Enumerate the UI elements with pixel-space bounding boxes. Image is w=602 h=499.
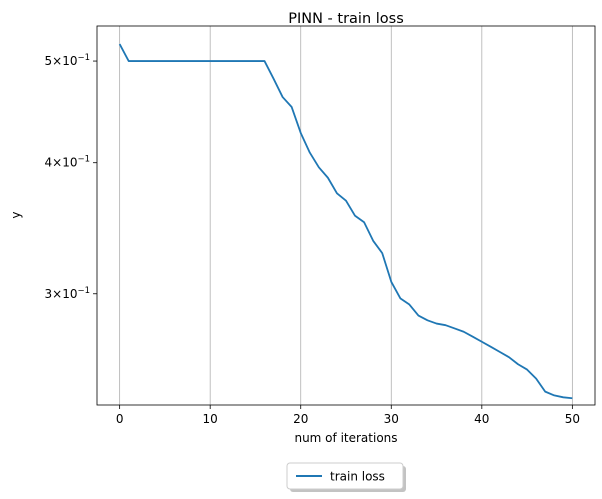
x-tick-label: 20	[293, 412, 308, 426]
series-layer	[118, 43, 573, 400]
x-tick-label: 30	[384, 412, 399, 426]
x-tick-label: 50	[565, 412, 580, 426]
y-tick-label: 3×10−1	[45, 286, 91, 301]
x-axis-label: num of iterations	[294, 431, 397, 445]
x-axis-ticks: 0 10 20 30 40 50	[116, 405, 580, 426]
y-axis-ticks: 5×10−1 4×10−1 3×10−1	[45, 53, 97, 301]
series-line-train-loss	[118, 43, 573, 400]
y-tick-label: 5×10−1	[45, 53, 91, 68]
x-tick-label: 40	[474, 412, 489, 426]
legend-box	[286, 462, 404, 490]
x-tick-label: 10	[203, 412, 218, 426]
grid-lines	[119, 26, 573, 405]
legend: train loss	[286, 462, 406, 492]
legend-entry-train-loss: train loss	[330, 470, 385, 484]
plot-frame	[96, 25, 596, 406]
y-axis-label: y	[9, 211, 23, 218]
y-tick-label: 4×10−1	[45, 155, 91, 170]
chart-title: PINN - train loss	[288, 11, 404, 27]
x-tick-label: 0	[116, 412, 124, 426]
